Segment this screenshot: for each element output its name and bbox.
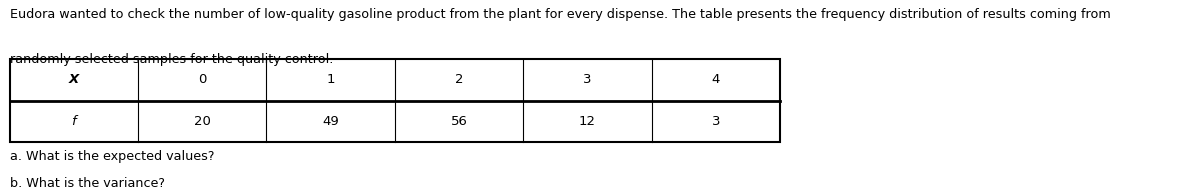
- Text: 1: 1: [326, 73, 335, 86]
- Text: 2: 2: [455, 73, 463, 86]
- Text: 49: 49: [323, 115, 338, 128]
- Text: 12: 12: [578, 115, 596, 128]
- Text: X: X: [68, 73, 79, 86]
- Text: 20: 20: [193, 115, 211, 128]
- Text: 0: 0: [198, 73, 206, 86]
- Text: randomly selected samples for the quality control.: randomly selected samples for the qualit…: [10, 53, 332, 66]
- Bar: [10, 59, 780, 142]
- Text: 4: 4: [712, 73, 720, 86]
- Text: Eudora wanted to check the number of low-quality gasoline product from the plant: Eudora wanted to check the number of low…: [10, 8, 1110, 20]
- Text: 56: 56: [450, 115, 468, 128]
- Text: 3: 3: [712, 115, 720, 128]
- Text: b. What is the variance?: b. What is the variance?: [10, 177, 164, 188]
- Text: f: f: [72, 115, 76, 128]
- Text: 3: 3: [583, 73, 592, 86]
- Text: a. What is the expected values?: a. What is the expected values?: [10, 150, 214, 163]
